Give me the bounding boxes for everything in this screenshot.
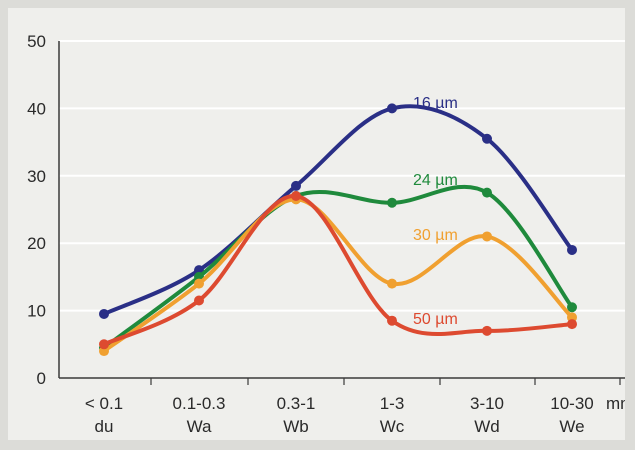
y-tick-label: 10 (27, 302, 46, 321)
x-tick-label: 3-10 (470, 394, 504, 413)
y-tick-label: 0 (37, 369, 46, 388)
data-point (482, 133, 492, 144)
series-label: 30 µm (413, 227, 458, 244)
series-line (102, 197, 574, 354)
series-line (102, 184, 574, 350)
y-tick-label: 20 (27, 234, 46, 253)
y-tick-label: 30 (27, 167, 46, 186)
series-label: 16 µm (413, 95, 458, 112)
data-point (387, 315, 397, 326)
x-tick-sublabel: We (559, 417, 584, 436)
data-point (291, 191, 301, 202)
series-label: 24 µm (413, 172, 458, 189)
data-point (482, 231, 492, 242)
series-line (102, 104, 574, 316)
data-point (482, 187, 492, 198)
x-axis-unit: mm (606, 394, 625, 413)
data-point (99, 339, 109, 350)
data-point (387, 197, 397, 208)
x-tick-label: < 0.1 (85, 394, 123, 413)
x-tick-label: 1-3 (380, 394, 405, 413)
series-line (102, 194, 574, 347)
x-tick-sublabel: Wa (187, 417, 212, 436)
chart-frame: 0 10 20 30 40 50 < 0.1 du 0.1-0.3 Wa 0.3-1 Wb 1-3 Wc 3… (8, 8, 625, 440)
x-tick-sublabel: du (95, 417, 114, 436)
tick-labels: 0 10 20 30 40 50 < 0.1 du 0.1-0.3 Wa 0.3-1 Wb 1-3 Wc 3… (27, 32, 625, 436)
x-tick-sublabel: Wc (380, 417, 405, 436)
data-point (567, 302, 577, 313)
data-point (194, 278, 204, 289)
data-point (387, 103, 397, 114)
data-point (291, 180, 301, 191)
x-tick-label: 10-30 (550, 394, 593, 413)
x-tick-label: 0.3-1 (277, 394, 316, 413)
data-point (482, 325, 492, 336)
series-label: 50 µm (413, 311, 458, 328)
y-tick-label: 40 (27, 99, 46, 118)
data-point (387, 278, 397, 289)
series-lines (99, 103, 577, 357)
axes (58, 41, 625, 385)
data-point (567, 319, 577, 330)
data-point (567, 244, 577, 255)
x-tick-label: 0.1-0.3 (173, 394, 226, 413)
data-point (194, 295, 204, 306)
y-tick-label: 50 (27, 32, 46, 51)
x-tick-sublabel: Wd (474, 417, 500, 436)
x-tick-sublabel: Wb (283, 417, 309, 436)
line-chart: 0 10 20 30 40 50 < 0.1 du 0.1-0.3 Wa 0.3-1 Wb 1-3 Wc 3… (27, 32, 625, 436)
data-point (99, 308, 109, 319)
grid-lines (59, 40, 625, 312)
